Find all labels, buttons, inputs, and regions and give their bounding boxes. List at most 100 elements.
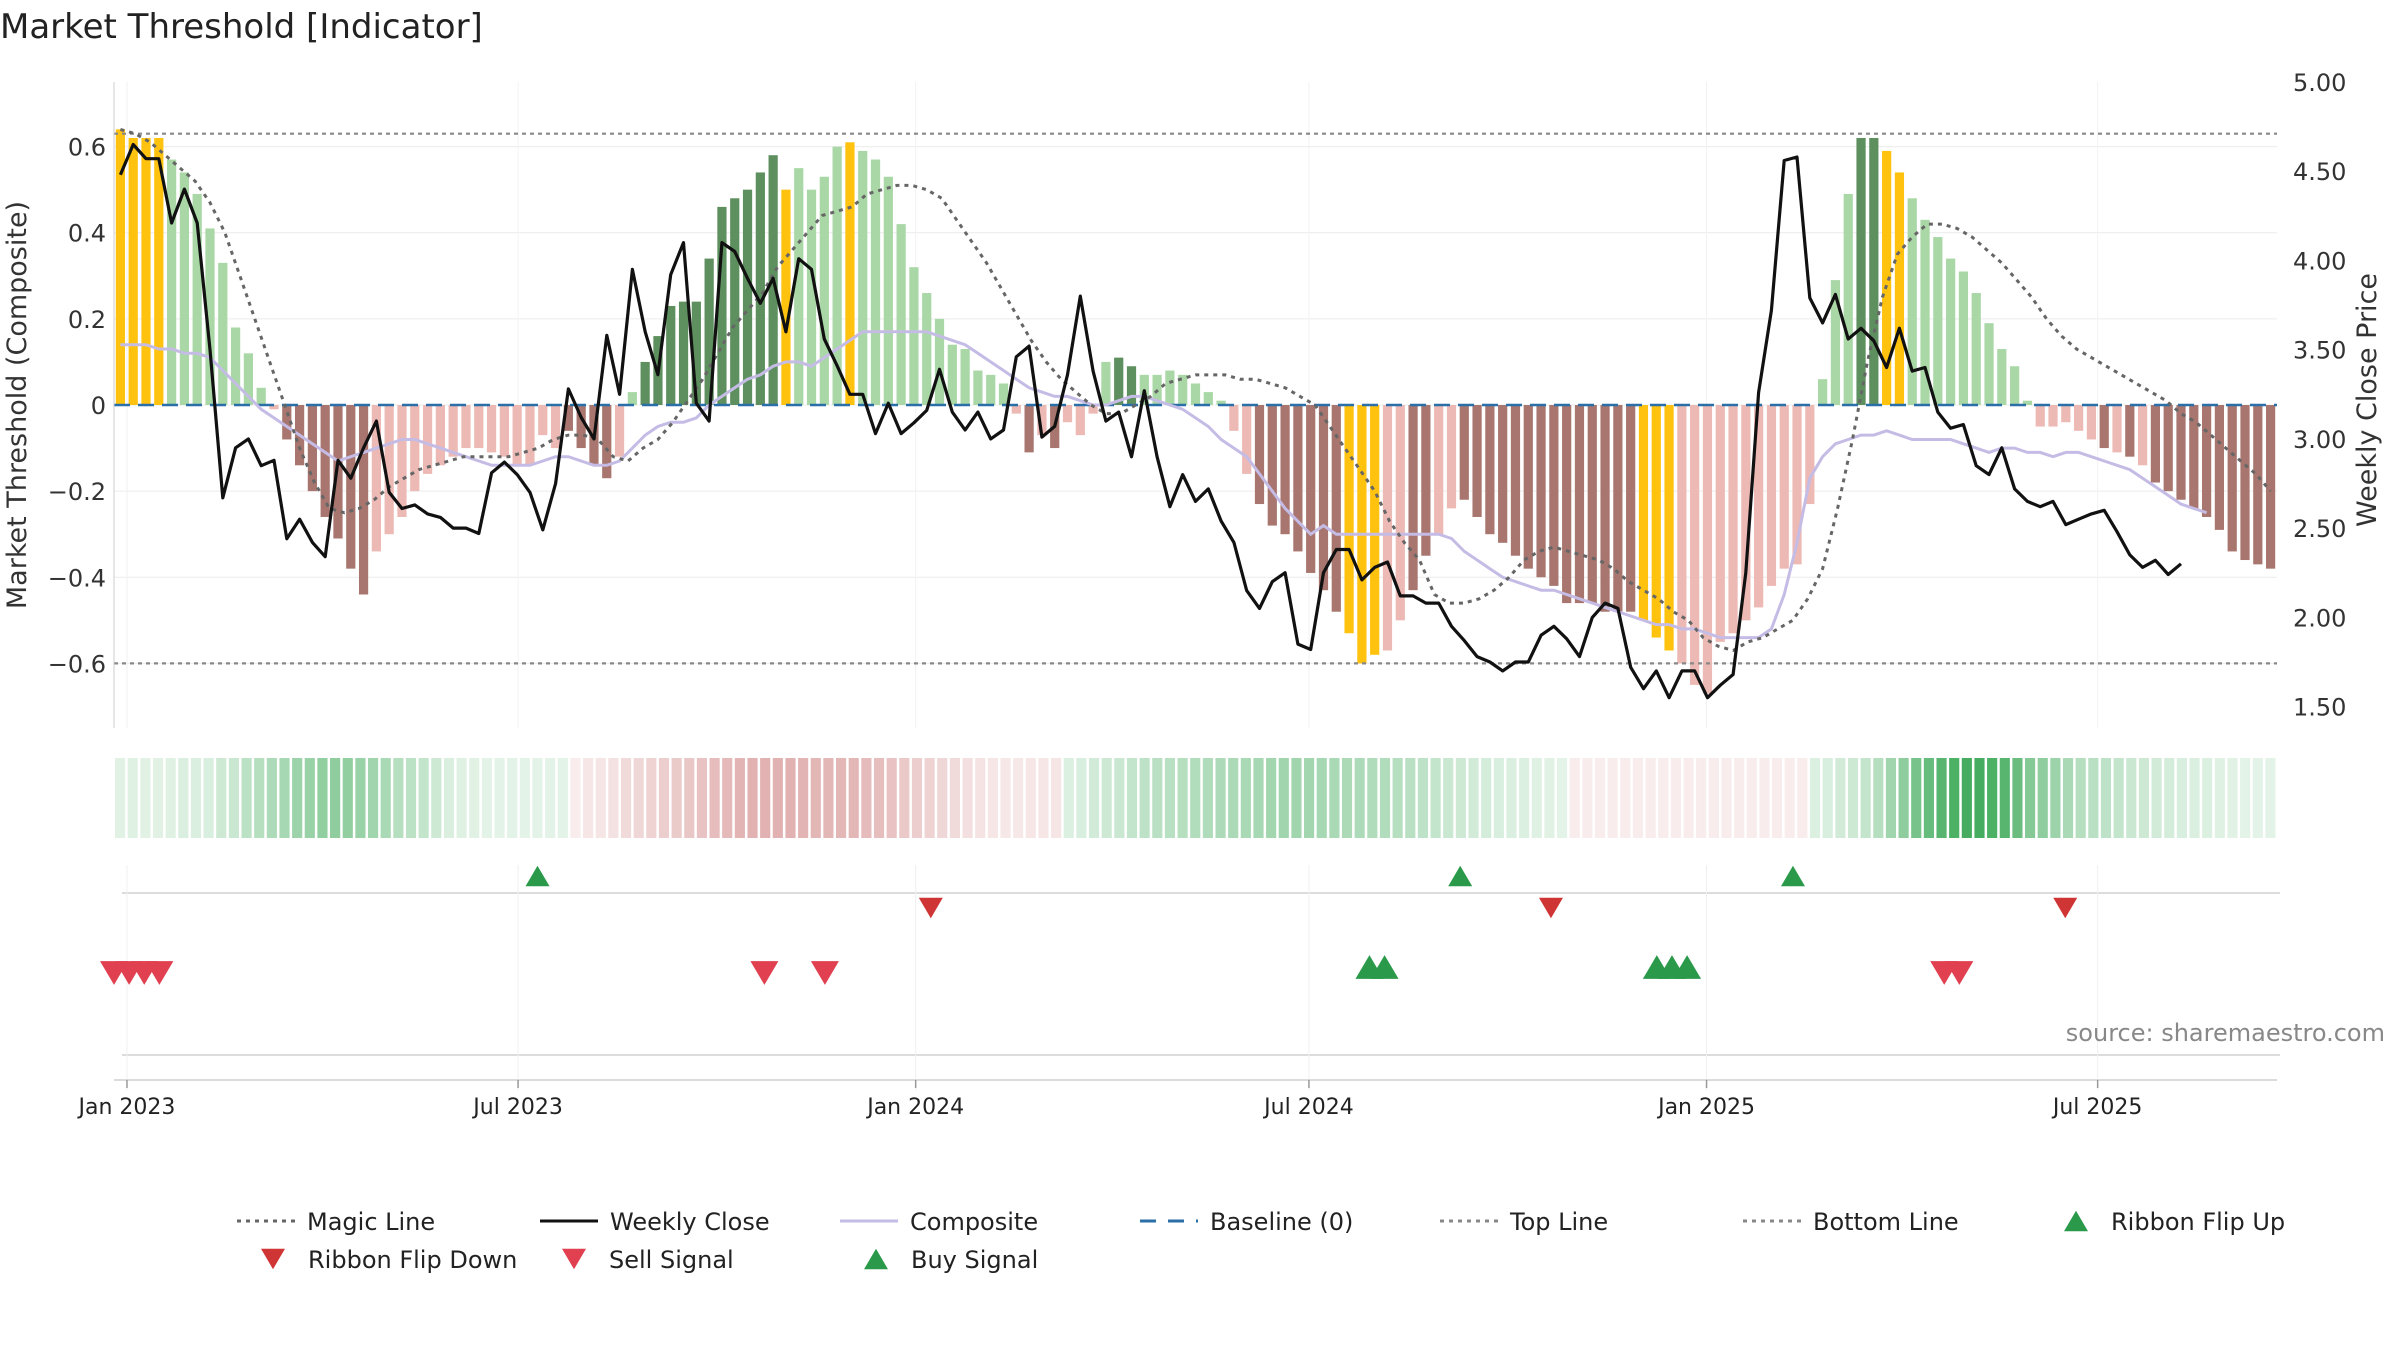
- ribbon-cell: [1177, 758, 1188, 838]
- composite-bar: [2163, 405, 2173, 492]
- composite-bar: [832, 146, 842, 405]
- composite-bar: [1882, 150, 1892, 405]
- composite-bar: [1907, 198, 1917, 405]
- ribbon-cell: [393, 758, 404, 838]
- composite-bar: [666, 305, 676, 405]
- composite-bar: [230, 327, 241, 405]
- ribbon-cell: [1974, 758, 1985, 838]
- y2-axis-label: Weekly Close Price: [2352, 273, 2383, 527]
- ribbon-strip: [115, 758, 2276, 838]
- y-tick-label: 0.4: [68, 220, 106, 248]
- ribbon-cell: [481, 758, 492, 838]
- legend-swatch-triangle-down: [261, 1248, 285, 1270]
- ribbon-cell: [519, 758, 530, 838]
- ribbon-cell: [532, 758, 543, 838]
- ribbon-cell: [1139, 758, 1150, 838]
- buy-signal-marker: [1673, 955, 1702, 979]
- ribbon-cell: [190, 758, 202, 838]
- ribbon-cell: [1936, 758, 1947, 838]
- composite-bar: [154, 137, 164, 405]
- chart-title: Market Threshold [Indicator]: [0, 7, 483, 47]
- ribbon-cell: [557, 758, 568, 838]
- ribbon-cell: [1620, 758, 1631, 838]
- ribbon-cell: [1999, 758, 2010, 838]
- ribbon-cell: [1835, 758, 1846, 838]
- ribbon-cell: [772, 758, 783, 838]
- ribbon-cell: [1341, 758, 1353, 838]
- composite-bar: [512, 405, 522, 466]
- composite-bar: [1229, 405, 1239, 431]
- ribbon-cell: [2164, 758, 2175, 838]
- sell-signal-marker: [750, 961, 779, 985]
- ribbon-cell: [823, 758, 834, 838]
- ribbon-cell: [1645, 758, 1656, 838]
- ribbon-cell: [1746, 758, 1757, 838]
- ribbon-cell: [152, 758, 164, 838]
- composite-bar: [1587, 405, 1597, 604]
- x-tick-label: Jan 2024: [865, 1095, 964, 1120]
- ribbon-cell: [1278, 758, 1289, 838]
- ribbon-cell: [1949, 758, 1960, 838]
- composite-bar: [320, 405, 330, 517]
- composite-bar: [1331, 405, 1341, 612]
- ribbon-cell: [1797, 758, 1808, 838]
- composite-bar: [1715, 405, 1725, 642]
- composite-bar: [192, 193, 202, 405]
- sell-signal-marker: [145, 961, 174, 985]
- ribbon-cell: [848, 758, 859, 838]
- ribbon-cell: [987, 758, 998, 838]
- composite-bar: [1523, 405, 1533, 569]
- legend-label: Magic Line: [307, 1208, 435, 1236]
- composite-bar: [1037, 405, 1047, 436]
- ribbon-cell: [861, 758, 872, 838]
- x-tick-label: Jul 2023: [471, 1095, 563, 1120]
- x-tick-label: Jan 2023: [77, 1095, 176, 1120]
- ribbon-cell: [1354, 758, 1365, 838]
- ribbon-cell: [494, 758, 505, 838]
- composite-bar: [358, 405, 369, 595]
- signal-rows: [100, 865, 2280, 1090]
- ribbon-cell: [355, 758, 366, 838]
- ribbon-cell: [2227, 758, 2238, 838]
- ribbon-cell: [2151, 758, 2162, 838]
- composite-bar: [461, 405, 471, 449]
- composite-bar: [717, 206, 727, 405]
- ribbon-cell: [1544, 758, 1555, 838]
- composite-bar: [1024, 405, 1034, 453]
- ribbon-cell: [266, 758, 277, 838]
- ribbon-cell: [1152, 758, 1163, 838]
- composite-bar: [1843, 193, 1853, 405]
- ribbon-cell: [405, 758, 417, 838]
- composite-bar: [538, 405, 548, 436]
- composite-bar: [1421, 405, 1431, 556]
- composite-bar: [205, 228, 215, 405]
- ribbon-flip-down-marker: [918, 897, 943, 919]
- composite-bar: [1702, 405, 1713, 694]
- legend-label: Weekly Close: [610, 1208, 770, 1236]
- ribbon-cell: [608, 758, 619, 838]
- ribbon-cell: [545, 758, 556, 838]
- ribbon-cell: [1379, 758, 1391, 838]
- composite-bar: [819, 176, 829, 405]
- composite-bar: [1728, 405, 1738, 634]
- ribbon-cell: [1266, 758, 1277, 838]
- ribbon-cell: [165, 758, 176, 838]
- composite-bar: [2022, 400, 2033, 405]
- composite-bar: [1395, 405, 1405, 621]
- ribbon-flip-down-marker: [1538, 897, 1563, 919]
- composite-bar: [742, 189, 753, 405]
- ribbon-cell: [1190, 758, 1201, 838]
- ribbon-cell: [1683, 758, 1694, 838]
- ribbon-cell: [684, 758, 695, 838]
- composite-bar: [2074, 405, 2084, 431]
- y-tick-label: −0.2: [48, 478, 106, 506]
- ribbon-cell: [2075, 758, 2086, 838]
- ribbon-cell: [760, 758, 771, 838]
- legend-label: Ribbon Flip Up: [2111, 1208, 2285, 1236]
- ribbon-cell: [1253, 758, 1264, 838]
- composite-bar: [550, 405, 561, 449]
- ribbon-cell: [1809, 758, 1821, 838]
- ribbon-cell: [292, 758, 303, 838]
- ribbon-cell: [2025, 758, 2036, 838]
- composite-bar: [678, 301, 689, 405]
